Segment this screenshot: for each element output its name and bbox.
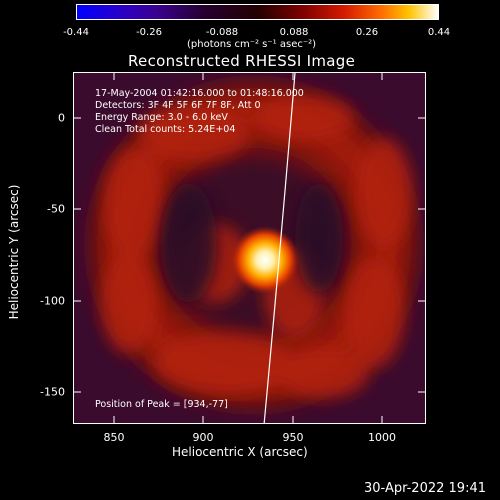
colorbar-tick-label: 0.44 — [427, 27, 451, 38]
x-tick-label: 950 — [282, 431, 304, 444]
colorbar-tick-label: 0.088 — [279, 27, 309, 38]
x-tick-label: 1000 — [368, 431, 396, 444]
x-tick-label: 850 — [103, 431, 125, 444]
colorbar — [76, 4, 439, 20]
colorbar-tick-label: -0.088 — [205, 27, 239, 38]
info-time-range: 17-May-2004 01:42:16.000 to 01:48:16.000 — [95, 88, 304, 99]
timestamp: 30-Apr-2022 19:41 — [364, 481, 486, 496]
y-tick-label: -100 — [40, 294, 65, 308]
image-title: Reconstructed RHESSI Image — [128, 52, 356, 70]
x-tick-label: 900 — [192, 431, 214, 444]
colorbar-tick-label: 0.26 — [355, 27, 379, 38]
info-detectors: Detectors: 3F 4F 5F 6F 7F 8F, Att 0 — [95, 100, 261, 111]
x-axis-label: Heliocentric X (arcsec) — [172, 445, 308, 459]
colorbar-tick-label: -0.26 — [136, 27, 162, 38]
colorbar-units: (photons cm⁻² s⁻¹ asec⁻²) — [187, 39, 317, 50]
colorbar-tick-label: -0.44 — [63, 27, 89, 38]
y-tick-label: 0 — [58, 111, 65, 125]
image-canvas — [74, 73, 425, 423]
y-axis-label: Heliocentric Y (arcsec) — [7, 184, 21, 320]
info-energy-range: Energy Range: 3.0 - 6.0 keV — [95, 112, 228, 123]
info-clean-counts: Clean Total counts: 5.24E+04 — [95, 124, 236, 135]
info-peak-position: Position of Peak = [934,-77] — [95, 399, 228, 410]
rhessi-image: 17-May-2004 01:42:16.000 to 01:48:16.000… — [73, 72, 426, 424]
y-tick-label: -50 — [47, 202, 65, 216]
y-tick-label: -150 — [40, 385, 65, 399]
